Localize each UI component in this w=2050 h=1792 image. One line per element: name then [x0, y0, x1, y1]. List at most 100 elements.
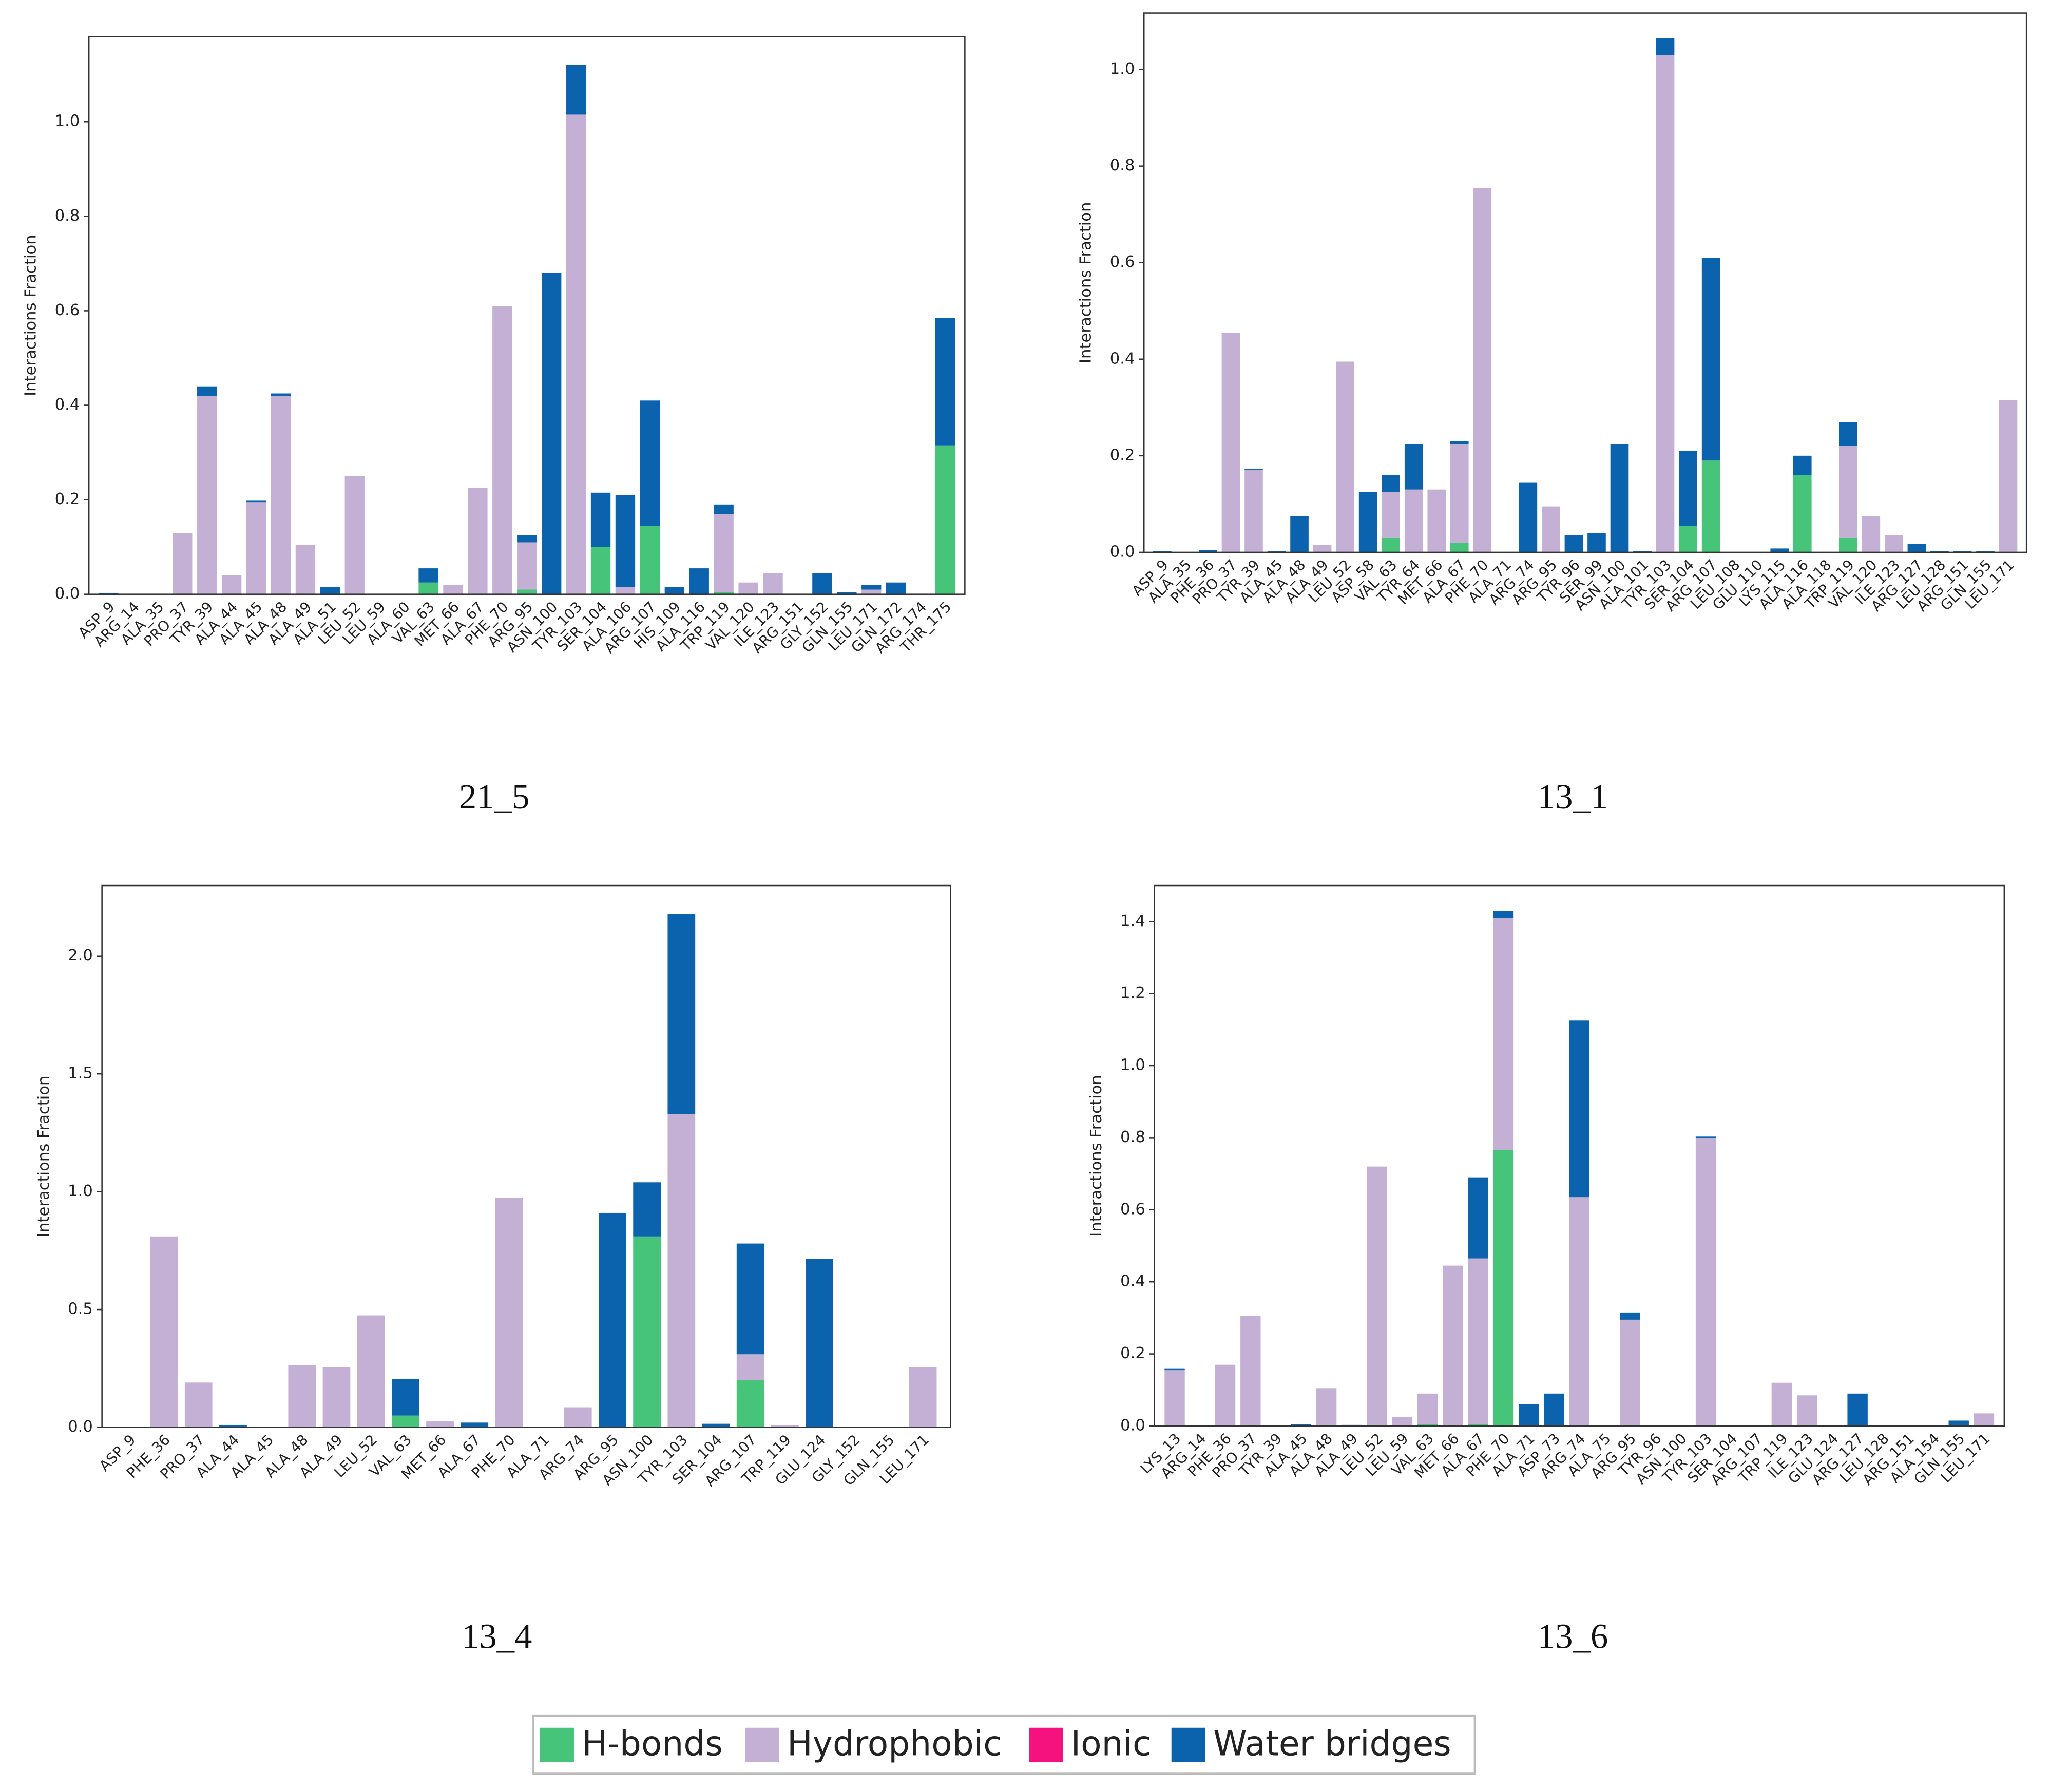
- bar-segment: [837, 592, 857, 594]
- y-axis-label: Interactions Fraction: [1077, 202, 1095, 363]
- bar-segment: [271, 396, 291, 594]
- bar-segment: [771, 1424, 799, 1428]
- bar-segment: [418, 582, 438, 594]
- y-tick-label: 0.2: [55, 490, 80, 508]
- bar-segment: [935, 445, 955, 594]
- plot-frame: [88, 36, 966, 595]
- bar-segment: [1450, 441, 1469, 444]
- y-tick-label: 1.0: [68, 1182, 93, 1200]
- y-tick-label: 2.0: [68, 947, 93, 965]
- legend-label: Hydrophobic: [787, 1724, 1002, 1764]
- bar-segment: [1656, 38, 1675, 55]
- bar-segment: [391, 1415, 419, 1428]
- bar-segment: [1620, 1319, 1640, 1426]
- bar-segment: [714, 504, 734, 514]
- bar-segment: [1839, 446, 1857, 538]
- y-tick-label: 0.4: [55, 396, 80, 414]
- bar-segment: [1544, 1393, 1564, 1426]
- bar-segment: [1679, 451, 1697, 526]
- bar-segment: [1569, 1020, 1589, 1198]
- bar-segment: [1770, 548, 1789, 552]
- bar-segment: [391, 1379, 419, 1416]
- legend-swatch: [745, 1727, 779, 1762]
- bar-segment: [1862, 516, 1881, 552]
- chart-caption: 13_6: [1538, 1616, 1608, 1655]
- bar-segment: [1493, 918, 1514, 1150]
- bar-segment: [517, 589, 537, 594]
- bar-segment: [1907, 543, 1926, 552]
- bar-segment: [1620, 1312, 1640, 1320]
- bar-segment: [590, 547, 611, 594]
- bar-segment: [599, 1212, 626, 1428]
- bar-segment: [1610, 444, 1629, 552]
- y-tick-label: 0.6: [55, 301, 80, 319]
- bar-segment: [1771, 1382, 1792, 1426]
- bar-segment: [1290, 516, 1309, 552]
- bar-segment: [492, 306, 512, 594]
- legend-swatch: [1171, 1727, 1205, 1762]
- legend-swatch: [540, 1727, 574, 1762]
- bar-segment: [517, 542, 537, 590]
- plot-frame: [1154, 884, 2005, 1427]
- bar-segment: [1473, 187, 1492, 552]
- bar-segment: [1382, 492, 1400, 538]
- bar-segment: [566, 65, 586, 115]
- y-tick-label: 0.6: [1120, 1200, 1145, 1218]
- y-axis-label: Interactions Fraction: [35, 1076, 53, 1237]
- bar-segment: [320, 587, 340, 594]
- y-tick-label: 0.6: [1110, 253, 1135, 271]
- y-tick-label: 0.0: [1120, 1416, 1145, 1434]
- bar-segment: [1450, 444, 1469, 543]
- bar-segment: [1633, 551, 1652, 552]
- bar-segment: [542, 273, 562, 594]
- bar-segment: [1847, 1393, 1868, 1426]
- legend-swatch: [1029, 1727, 1063, 1762]
- y-tick-label: 1.5: [68, 1065, 93, 1083]
- bar-segment: [426, 1421, 454, 1428]
- bar-segment: [564, 1407, 592, 1428]
- bar-segment: [344, 476, 365, 594]
- bar-segment: [1267, 551, 1286, 552]
- bar-segment: [633, 1182, 661, 1237]
- bar-segment: [418, 568, 438, 583]
- bar-segment: [1244, 470, 1263, 552]
- bar-segment: [1164, 1370, 1185, 1426]
- chart-caption: 21_5: [459, 777, 529, 816]
- bar-segment: [1221, 333, 1240, 552]
- bar-segment: [1930, 551, 1949, 552]
- bar-segment: [1244, 469, 1263, 471]
- bar-segment: [184, 1382, 213, 1428]
- bar-segment: [1679, 526, 1697, 552]
- bar-segment: [1796, 1395, 1817, 1426]
- bar-segment: [1493, 1150, 1514, 1426]
- bar-segment: [664, 587, 684, 594]
- bar-segment: [1542, 506, 1560, 552]
- bar-segment: [640, 400, 660, 526]
- bar-segment: [1291, 1424, 1312, 1426]
- plot-frame: [1143, 12, 2027, 553]
- bar-segment: [566, 114, 586, 594]
- bar-segment: [1417, 1424, 1438, 1426]
- legend-box: [532, 1714, 1476, 1775]
- bar-segment: [1358, 492, 1377, 552]
- bar-segment: [806, 1259, 833, 1428]
- bar-segment: [1316, 1388, 1337, 1426]
- bar-segment: [1240, 1316, 1261, 1426]
- bar-segment: [1587, 533, 1606, 552]
- bar-segment: [736, 1354, 764, 1380]
- bar-segment: [1215, 1364, 1236, 1426]
- bar-segment: [1392, 1417, 1413, 1426]
- bar-segment: [1153, 551, 1172, 552]
- bar-segment: [1656, 55, 1675, 552]
- bar-segment: [1701, 258, 1720, 461]
- bar-segment: [667, 1114, 696, 1428]
- bar-segment: [1367, 1166, 1387, 1426]
- bar-segment: [1695, 1136, 1716, 1138]
- bar-segment: [667, 914, 696, 1114]
- bar-segment: [1999, 400, 2018, 552]
- chart-caption: 13_4: [462, 1616, 532, 1655]
- bar-segment: [633, 1236, 661, 1428]
- bar-segment: [517, 535, 537, 543]
- bar-segment: [702, 1423, 730, 1428]
- bar-segment: [1569, 1197, 1589, 1426]
